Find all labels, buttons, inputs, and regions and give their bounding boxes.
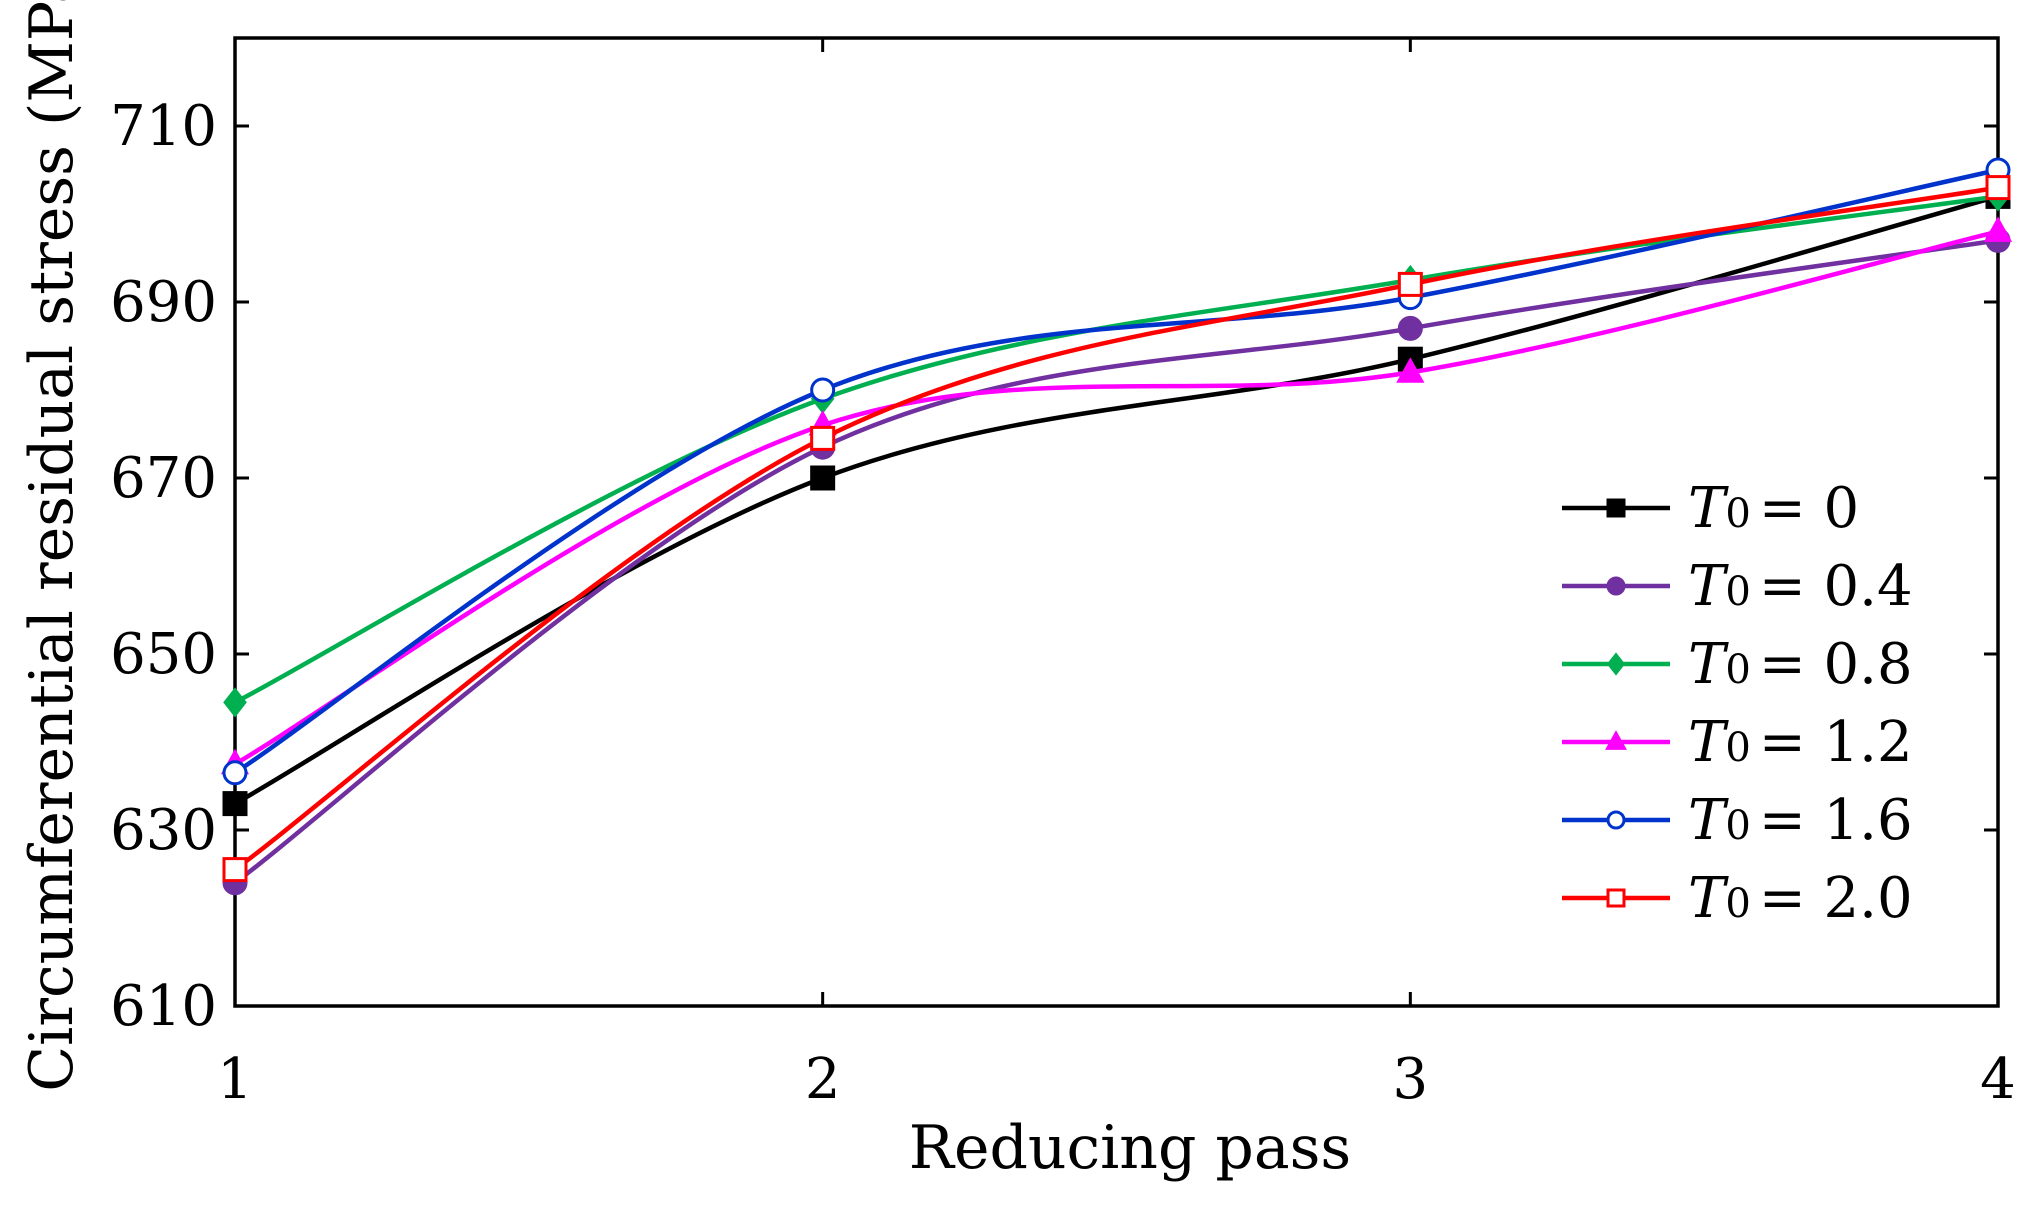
data-point (1397, 315, 1423, 341)
data-point (810, 425, 836, 451)
legend-marker (1606, 888, 1626, 908)
data-point (222, 791, 248, 817)
x-tick-label: 3 (1393, 1047, 1429, 1112)
y-tick-label: 670 (110, 446, 217, 511)
legend-marker (1606, 652, 1626, 676)
y-tick-label: 650 (110, 622, 217, 687)
legend-label: T0 = 1.2 (1688, 710, 1913, 775)
data-point (222, 760, 248, 786)
y-tick-label: 710 (110, 94, 217, 159)
series-line (233, 229, 1999, 766)
legend-item: T0 = 1.6 (1562, 788, 1913, 853)
x-axis: 1 2 3 4 (217, 38, 2016, 1112)
y-axis-title: Circumferential residual stress (MPa) (17, 0, 87, 1092)
y-axis: 610 630 650 670 690 710 (110, 94, 1998, 1039)
y-tick-label: 610 (110, 974, 217, 1039)
data-point (810, 377, 836, 403)
series-0 (222, 183, 2011, 817)
series-layer (220, 157, 2013, 896)
y-tick-label: 690 (110, 270, 217, 335)
x-tick-label: 2 (805, 1047, 841, 1112)
series-2 (223, 181, 2010, 718)
legend-item: T0 = 0 (1562, 476, 1859, 541)
legend-label: T0 = 0 (1688, 476, 1859, 541)
series-line (233, 238, 1999, 885)
legend-marker (1606, 576, 1626, 596)
series-line (233, 194, 1999, 806)
legend-marker (1606, 810, 1626, 830)
x-tick-label: 4 (1980, 1047, 2016, 1112)
data-point (223, 687, 247, 718)
series-5 (222, 175, 2011, 883)
data-point (222, 857, 248, 883)
legend-item: T0 = 0.4 (1562, 554, 1913, 619)
legend-label: T0 = 0.4 (1688, 554, 1913, 619)
legend-marker (1606, 498, 1626, 518)
legend-label: T0 = 2.0 (1688, 866, 1913, 931)
legend-label: T0 = 1.6 (1688, 788, 1913, 853)
x-tick-label: 1 (217, 1047, 253, 1112)
plot-frame (233, 36, 2000, 1008)
data-point (810, 465, 836, 491)
legend-marker (1605, 730, 1627, 750)
data-point (1397, 271, 1423, 297)
legend: T0 = 0 T0 = 0.4 T0 = 0.8 T0 = 1.2 T0 = 1.6 T0 = 2.0 (1562, 476, 1913, 931)
x-axis-title: Reducing pass (909, 1113, 1351, 1183)
data-point (1983, 216, 2013, 242)
series-line (233, 185, 1999, 872)
legend-label: T0 = 0.8 (1688, 632, 1913, 697)
legend-item: T0 = 0.8 (1562, 632, 1913, 697)
data-point (1985, 175, 2011, 201)
legend-item: T0 = 2.0 (1562, 866, 1913, 931)
y-tick-label: 630 (110, 798, 217, 863)
legend-item: T0 = 1.2 (1562, 710, 1913, 775)
data-point (1396, 357, 1425, 383)
